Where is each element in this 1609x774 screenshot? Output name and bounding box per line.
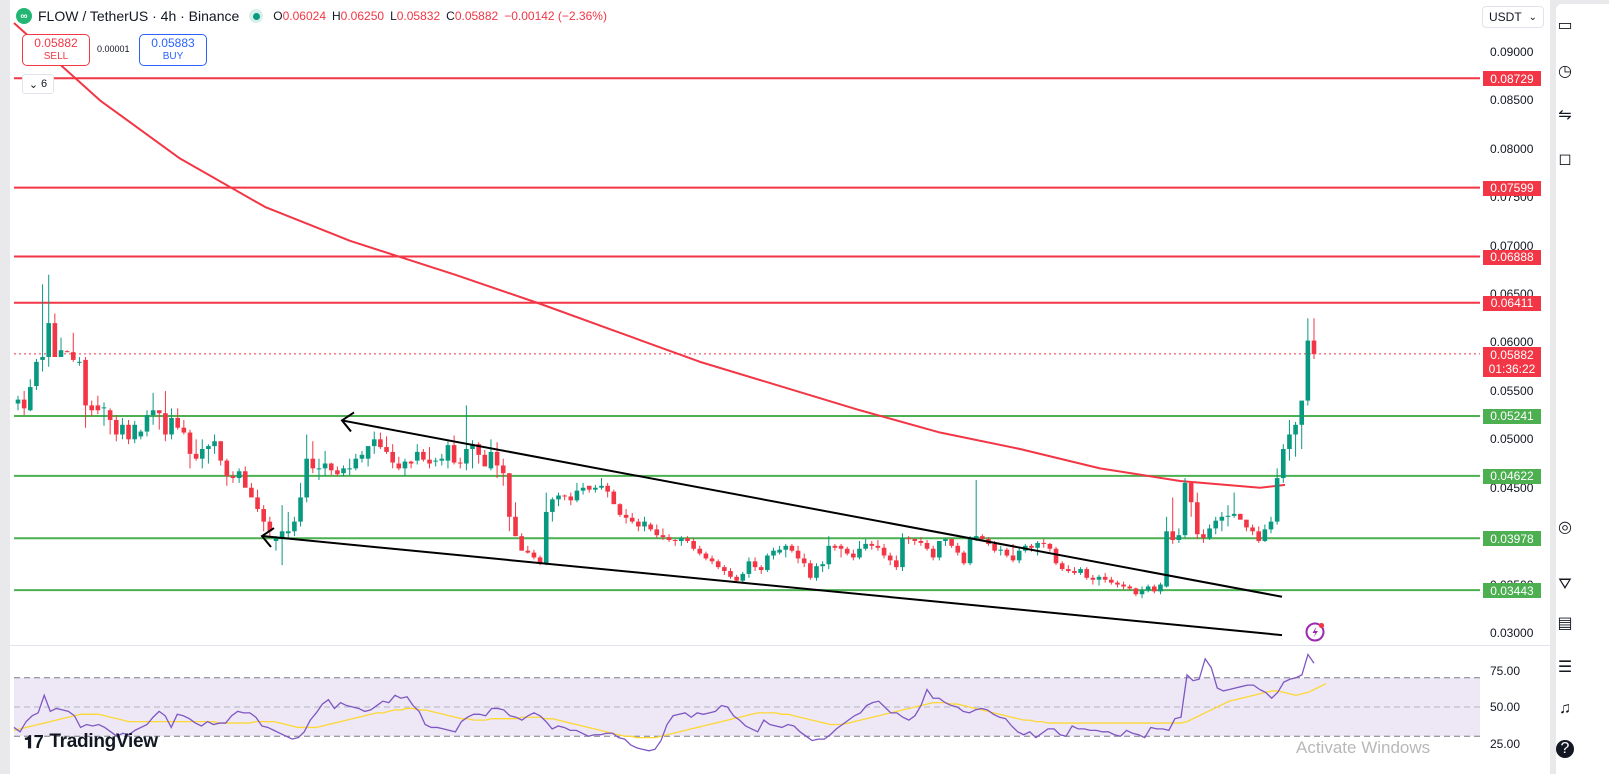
price-tick: 0.08500 xyxy=(1490,93,1534,108)
open-value: 0.06024 xyxy=(282,9,326,23)
buy-label: BUY xyxy=(162,51,184,62)
open-label: O xyxy=(273,9,283,23)
spread-value: 0.00001 xyxy=(97,44,130,54)
brand-name: TradingView xyxy=(49,731,158,752)
list-icon[interactable]: ☰ xyxy=(1557,659,1573,676)
high-value: 0.06250 xyxy=(340,9,385,23)
price-tick: 0.05000 xyxy=(1490,432,1534,447)
sell-price: 0.05882 xyxy=(34,36,78,50)
market-status-icon[interactable] xyxy=(249,9,264,23)
level-price-label: 0.06411 xyxy=(1483,295,1541,311)
help-icon[interactable]: ? xyxy=(1556,740,1574,758)
price-tick: 0.04500 xyxy=(1490,480,1534,495)
bar-countdown: 01:36:22 xyxy=(1488,361,1536,376)
horizontal-levels xyxy=(14,77,1480,592)
level-price-label: 0.05241 xyxy=(1483,408,1541,424)
link-icon: ∞ xyxy=(16,8,32,24)
indicators-collapse-button[interactable]: ⌄ 6 xyxy=(22,74,54,94)
watchlist-icon[interactable]: ▭ xyxy=(1557,17,1573,34)
windows-activation-watermark: Activate Windows xyxy=(1296,738,1431,757)
notification-bell-icon[interactable]: ♫ xyxy=(1559,700,1571,717)
currency-label: USDT xyxy=(1489,10,1522,24)
price-tick: 0.09000 xyxy=(1490,45,1534,59)
current-price-label: 0.05882 01:36:22 xyxy=(1483,346,1541,377)
rsi-tick: 75.00 xyxy=(1490,663,1521,678)
right-toolbar xyxy=(1550,0,1609,774)
symbol-legend[interactable]: ∞ FLOW / TetherUS · 4h · Binance O0.0602… xyxy=(16,8,607,24)
high-label: H xyxy=(332,9,341,23)
low-label: L xyxy=(390,9,397,23)
buy-button[interactable]: 0.05883 BUY xyxy=(139,34,207,66)
low-value: 0.05832 xyxy=(396,9,441,23)
rsi-tick: 50.00 xyxy=(1490,700,1521,714)
price-tick: 0.08000 xyxy=(1490,141,1534,156)
candlesticks xyxy=(15,274,1317,599)
buy-price: 0.05883 xyxy=(151,36,195,50)
chat-bubble-icon[interactable]: ◻ xyxy=(1558,151,1572,168)
current-price: 0.05882 xyxy=(1490,347,1534,362)
pane-divider[interactable] xyxy=(10,645,1550,646)
price-tick: 0.07000 xyxy=(1490,238,1534,253)
trendlines xyxy=(260,411,1283,637)
price-chart-canvas[interactable] xyxy=(0,0,1480,774)
ohlc-values: O0.06024 H0.06250 L0.05832 C0.05882 −0.0… xyxy=(273,9,607,23)
price-tick: 0.03000 xyxy=(1490,625,1534,640)
close-value: 0.05882 xyxy=(454,9,499,23)
price-tick: 0.06000 xyxy=(1490,335,1534,350)
symbol-title[interactable]: FLOW / TetherUS · 4h · Binance xyxy=(38,8,240,24)
chevron-down-icon: ⌄ xyxy=(28,78,39,91)
level-price-label: 0.07599 xyxy=(1483,180,1541,196)
level-price-label: 0.03443 xyxy=(1483,583,1541,599)
calendar-icon[interactable]: ▤ xyxy=(1557,615,1573,632)
rsi-pane xyxy=(13,652,1480,752)
level-price-label: 0.03978 xyxy=(1483,531,1541,547)
alert-icon[interactable] xyxy=(1305,622,1325,642)
level-price-label: 0.06888 xyxy=(1483,249,1541,265)
trade-arrows-icon[interactable]: ⇋ xyxy=(1558,107,1572,124)
sell-label: SELL xyxy=(43,51,69,62)
close-label: C xyxy=(446,9,455,23)
rsi-tick: 25.00 xyxy=(1490,736,1521,751)
level-price-label: 0.08729 xyxy=(1483,71,1541,87)
level-price-label: 0.04622 xyxy=(1483,468,1541,484)
tradingview-logo[interactable]: 𝟏7 TradingView xyxy=(24,731,158,753)
tradingview-icon: 𝟏7 xyxy=(24,731,44,752)
ideas-icon[interactable]: ⛛ xyxy=(1558,576,1572,593)
moving-average xyxy=(13,22,1286,489)
change-value: −0.00142 (−2.36%) xyxy=(504,9,607,23)
left-drawing-toolbar-edge xyxy=(0,0,10,774)
target-icon[interactable]: ◎ xyxy=(1558,519,1572,536)
sell-button[interactable]: 0.05882 SELL xyxy=(22,34,90,66)
currency-select[interactable]: USDT ⌄ xyxy=(1482,6,1544,28)
price-tick: 0.05500 xyxy=(1490,383,1534,398)
alarm-clock-icon[interactable]: ◷ xyxy=(1558,63,1572,80)
chevron-down-icon: ⌄ xyxy=(1528,11,1537,23)
indicator-count: 6 xyxy=(41,78,48,90)
